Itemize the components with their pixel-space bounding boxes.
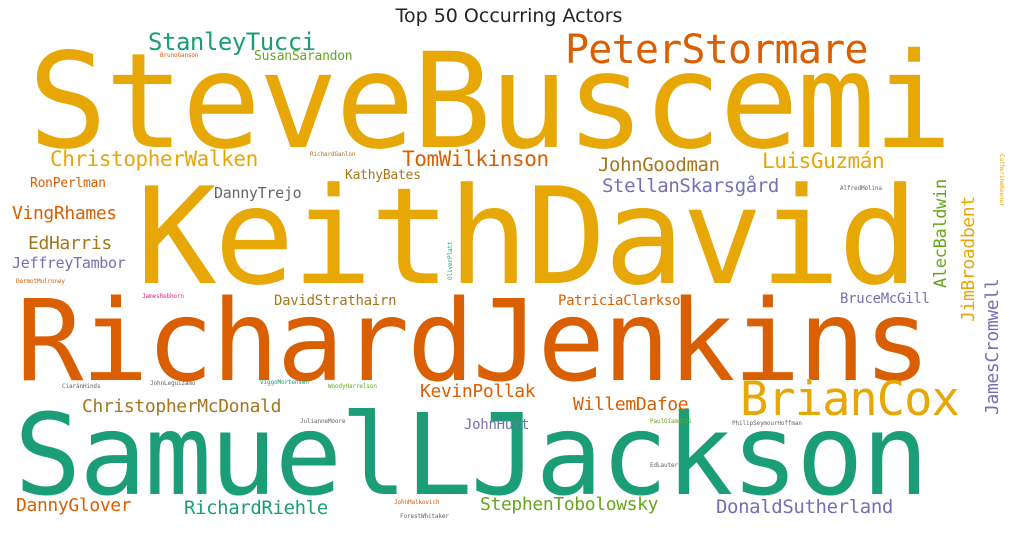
word-ciaran-hinds: CiaránHinds bbox=[62, 383, 101, 390]
word-keith-david: KeithDavid bbox=[136, 159, 919, 315]
word-bruno-ganson: BrunoGanson bbox=[160, 52, 199, 59]
word-alfred-molina: AlfredMolina bbox=[840, 185, 882, 192]
word-ed-lauter: EdLauter bbox=[650, 462, 678, 469]
word-steve-buscemi: SteveBuscemi bbox=[28, 30, 953, 179]
word-brian-cox: BrianCox bbox=[740, 372, 960, 427]
word-richard-ganlon: RichardGanlon bbox=[310, 151, 356, 158]
word-stanley-tucci: StanleyTucci bbox=[148, 30, 316, 56]
word-richard-riehle: RichardRiehle bbox=[184, 497, 328, 519]
word-cloud: SteveBuscemi KeithDavid RichardJenkins S… bbox=[10, 30, 1010, 530]
word-john-leguizamo: JohnLeguizamo bbox=[150, 380, 196, 387]
word-woody-harrelson: WoodyHarrelson bbox=[328, 383, 377, 390]
word-luis-guzman: LuisGuzmán bbox=[762, 149, 885, 173]
word-james-cromwell: JamesCromwell bbox=[982, 278, 1003, 415]
word-ron-perlman: RonPerlman bbox=[30, 176, 106, 191]
word-dermot-mulroney: DermotMulroney bbox=[16, 278, 65, 285]
word-stellan-skarsgard: StellanSkarsgård bbox=[602, 175, 779, 197]
word-catherine-keener: CatherineKeener bbox=[998, 154, 1005, 207]
word-alec-baldwin: AlecBaldwin bbox=[931, 179, 951, 288]
word-samuel-l-jackson: SamuelLJackson bbox=[14, 391, 929, 521]
word-viggo-mortensen: ViggoMortensen bbox=[260, 379, 309, 386]
word-ving-rhames: VingRhames bbox=[12, 203, 117, 224]
word-jeffrey-tambor: JeffreyTambor bbox=[12, 254, 126, 272]
word-richard-jenkins: RichardJenkins bbox=[16, 277, 931, 407]
word-paul-giamatti: PaulGiamatti bbox=[650, 418, 692, 425]
word-david-strathairn: DavidStrathairn bbox=[274, 293, 397, 309]
word-peter-stormare: PeterStormare bbox=[565, 30, 868, 73]
word-susan-sarandon: SusanSarandon bbox=[254, 49, 353, 64]
word-christopher-walken: ChristopherWalken bbox=[50, 147, 258, 171]
word-john-goodman: JohnGoodman bbox=[598, 154, 720, 176]
word-bruce-mcgill: BruceMcGill bbox=[840, 291, 930, 307]
word-danny-glover: DannyGlover bbox=[16, 495, 132, 516]
word-willem-dafoe: WillemDafoe bbox=[573, 394, 689, 415]
word-john-hurt: JohnHurt bbox=[464, 417, 530, 433]
word-julianne-moore: JulianneMoore bbox=[300, 418, 346, 425]
word-donald-sutherland: DonaldSutherland bbox=[716, 496, 893, 518]
word-kathy-bates: KathyBates bbox=[345, 168, 421, 183]
word-john-malkovich: JohnMalkovich bbox=[394, 499, 440, 506]
word-ed-harris: EdHarris bbox=[28, 233, 112, 254]
word-james-rebhorn: JamesRebhorn bbox=[142, 293, 184, 300]
word-christopher-mcdonald: ChristopherMcDonald bbox=[82, 396, 282, 417]
word-philip-seymour-hoffman: PhilipSeymourHoffman bbox=[732, 420, 802, 427]
word-forest-whitaker: ForestWhitaker bbox=[400, 513, 449, 520]
word-jim-broadbent: JimBroadbent bbox=[958, 196, 979, 322]
word-kevin-pollak: KevinPollak bbox=[420, 381, 536, 402]
word-stephen-tobolowsky: StephenTobolowsky bbox=[480, 494, 659, 515]
word-patricia-clarkson: PatriciaClarkson bbox=[558, 293, 689, 309]
word-danny-trejo: DannyTrejo bbox=[214, 184, 302, 202]
word-tom-wilkinson: TomWilkinson bbox=[402, 147, 549, 171]
figure-title: Top 50 Occurring Actors bbox=[395, 5, 623, 27]
word-oliver-platt: OliverPlatt bbox=[447, 241, 454, 280]
